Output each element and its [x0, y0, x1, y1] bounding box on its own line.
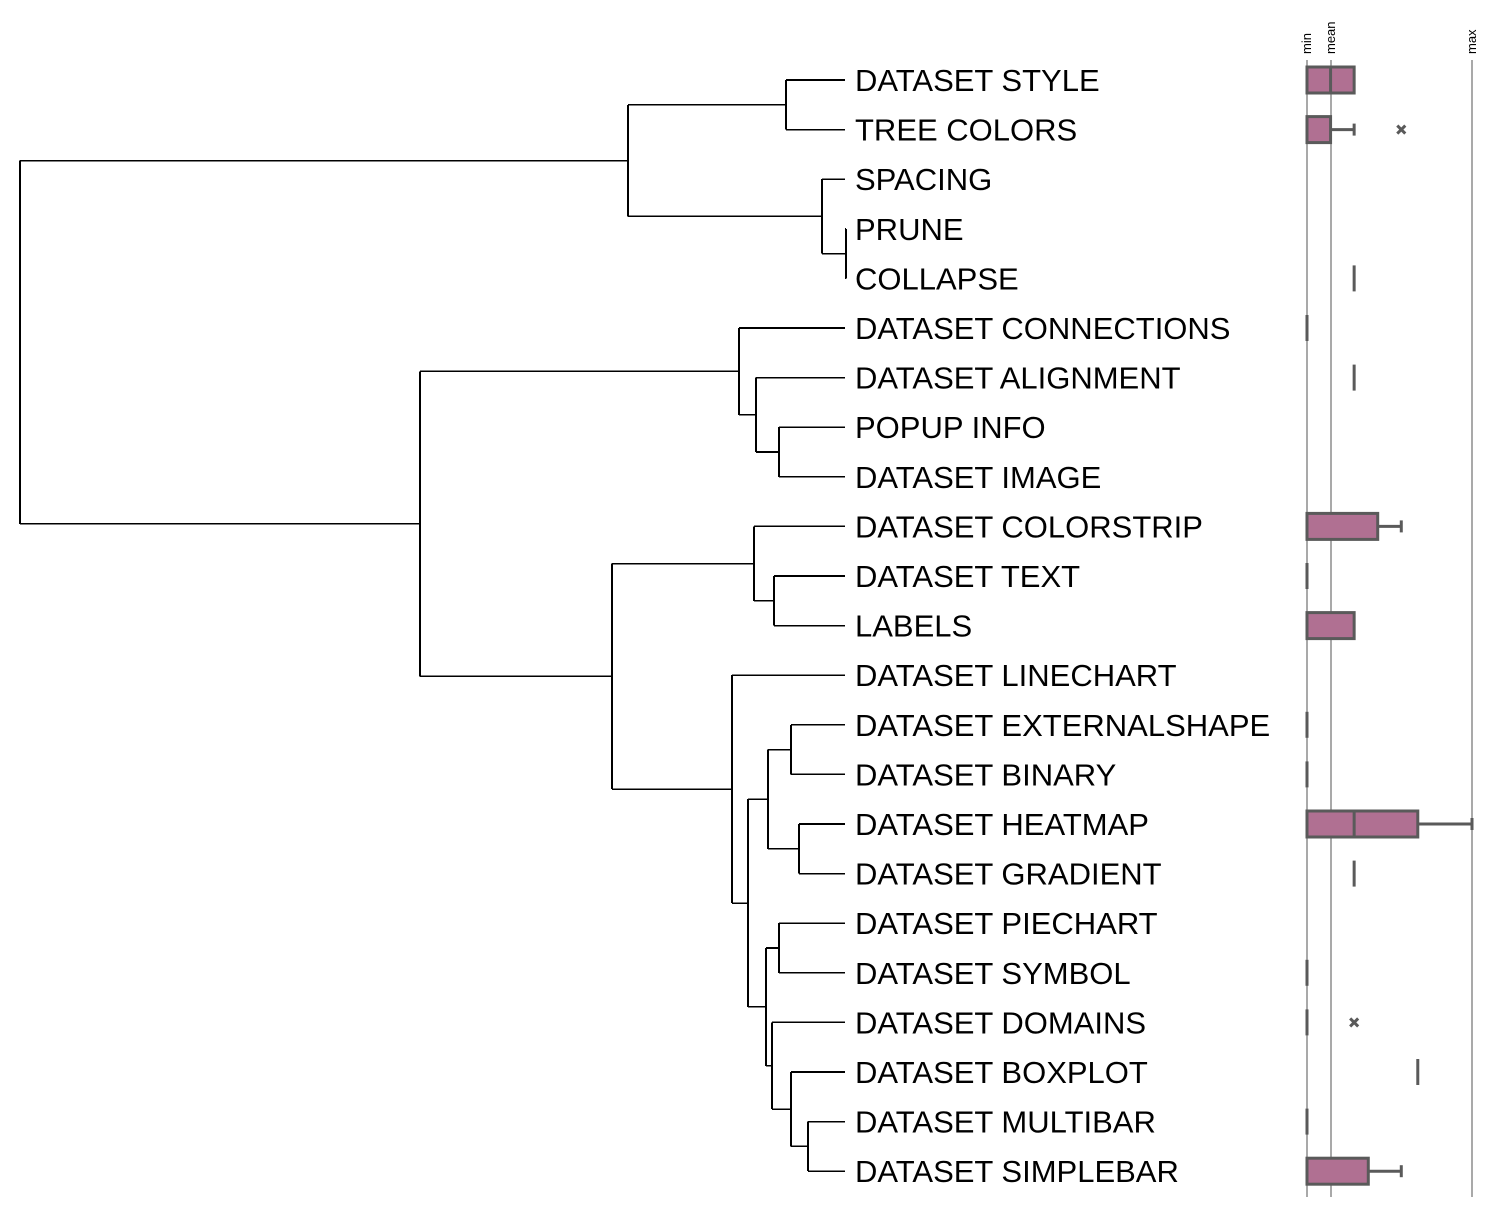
axis-min-label: min — [1299, 33, 1314, 54]
tree-branches — [19, 79, 847, 1172]
boxplot-box — [1305, 1156, 1370, 1186]
leaf-label: SPACING — [855, 162, 992, 197]
leaf-label: TREE COLORS — [855, 113, 1077, 148]
boxplot-rows — [1305, 65, 1474, 1186]
boxplot-box — [1305, 611, 1356, 641]
leaf-label: DATASET COLORSTRIP — [855, 509, 1203, 544]
leaf-label: DATASET DOMAINS — [855, 1005, 1146, 1040]
leaf-label: DATASET BOXPLOT — [855, 1055, 1148, 1090]
leaf-labels: DATASET STYLE TREE COLORS SPACING PRUNE COLL… — [855, 63, 1270, 1189]
boxplot-box — [1305, 809, 1420, 839]
leaf-label: DATASET TEXT — [855, 559, 1080, 594]
outlier-stroke — [1349, 1017, 1360, 1028]
leaf-label: DATASET HEATMAP — [855, 807, 1149, 842]
leaf-label: DATASET SIMPLEBAR — [855, 1154, 1179, 1189]
boxplot-outlier — [1396, 124, 1407, 135]
outlier-stroke — [1396, 124, 1407, 135]
leaf-label: DATASET BINARY — [855, 757, 1116, 792]
leaf-label: DATASET GRADIENT — [855, 857, 1162, 892]
boxplot-outlier — [1349, 1017, 1360, 1028]
axis-mean-label: mean — [1323, 21, 1338, 54]
axis-max-label: max — [1464, 29, 1479, 54]
boxplot-box — [1305, 115, 1333, 145]
boxplot-axis: min mean max — [1299, 21, 1479, 1197]
boxplot-box — [1305, 511, 1380, 541]
leaf-label: DATASET STYLE — [855, 63, 1100, 98]
leaf-label: DATASET MULTIBAR — [855, 1105, 1156, 1140]
leaf-label: DATASET LINECHART — [855, 658, 1177, 693]
leaf-label: DATASET PIECHART — [855, 906, 1158, 941]
leaf-label: DATASET CONNECTIONS — [855, 311, 1230, 346]
leaf-label: COLLAPSE — [855, 261, 1019, 296]
leaf-label: DATASET ALIGNMENT — [855, 361, 1181, 396]
leaf-label: POPUP INFO — [855, 410, 1046, 445]
leaf-label: PRUNE — [855, 212, 964, 247]
leaf-label: LABELS — [855, 609, 972, 644]
leaf-label: DATASET SYMBOL — [855, 956, 1131, 991]
leaf-label: DATASET EXTERNALSHAPE — [855, 708, 1270, 743]
leaf-label: DATASET IMAGE — [855, 460, 1101, 495]
